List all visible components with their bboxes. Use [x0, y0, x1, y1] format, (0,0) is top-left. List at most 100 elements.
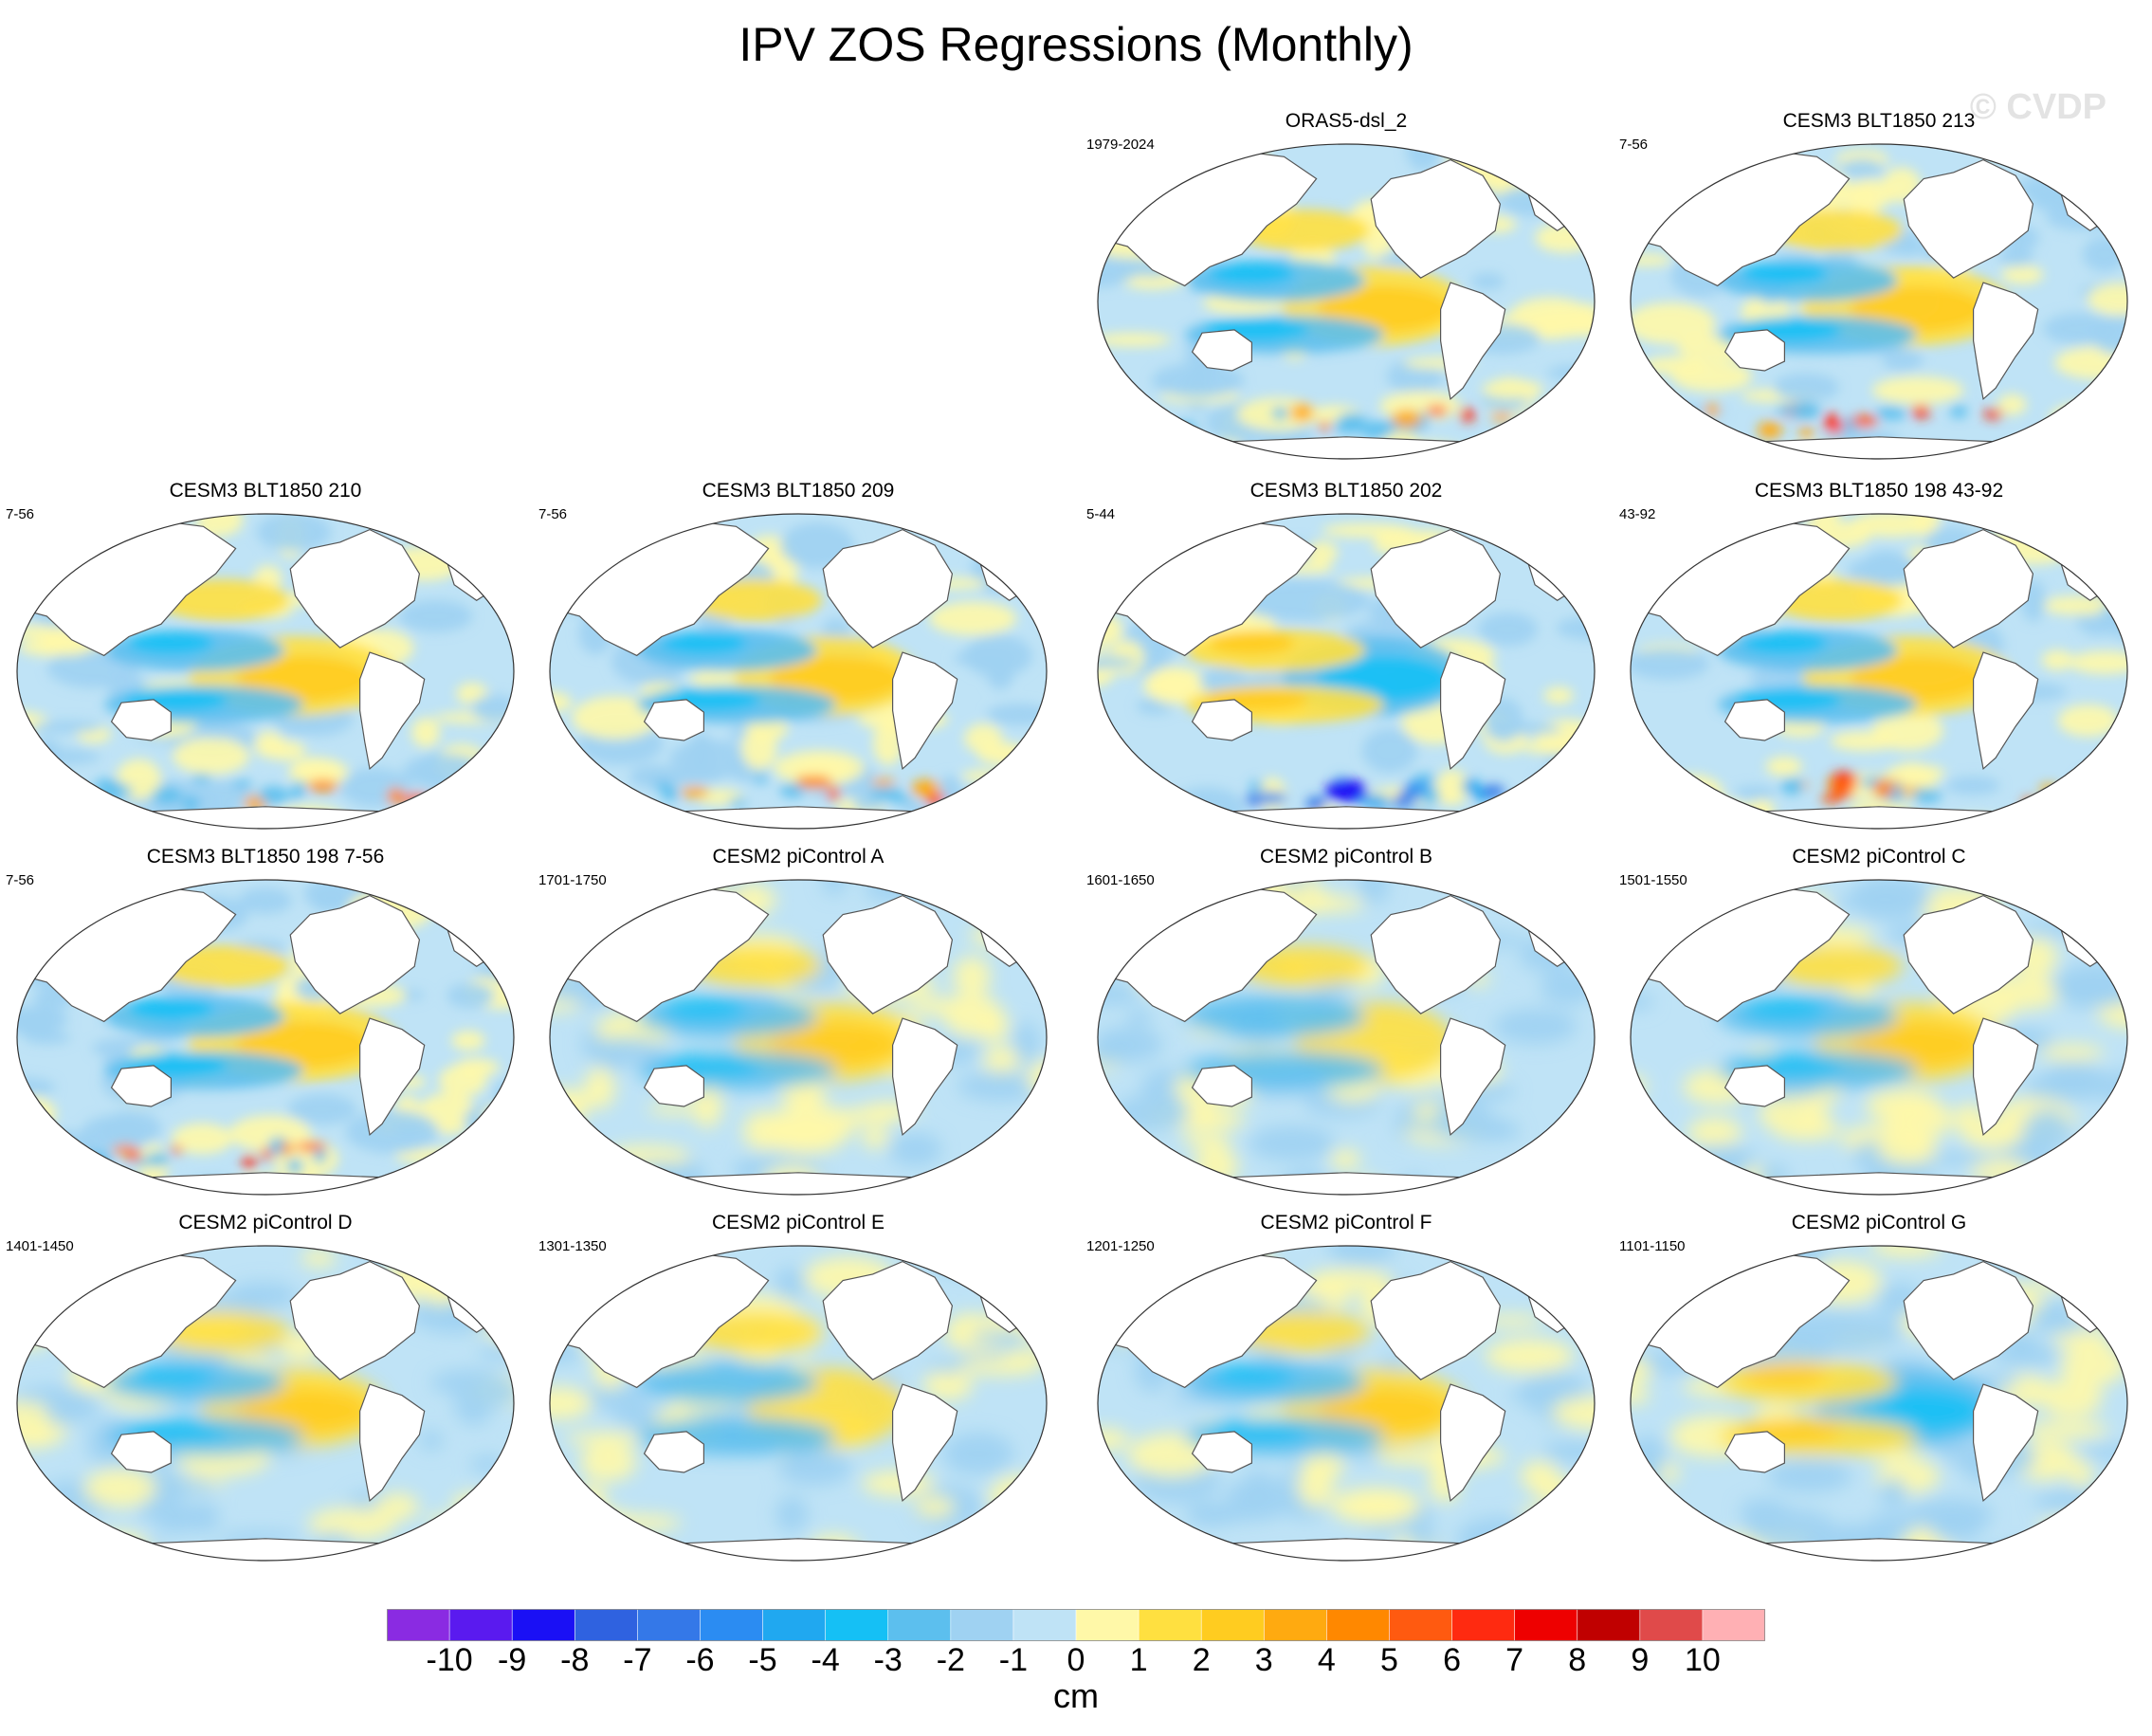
- colorbar-tick-label: 10: [1684, 1642, 1721, 1678]
- panel-title: CESM2 piControl F: [1260, 1212, 1432, 1233]
- land-americasS: [1440, 1383, 1506, 1503]
- ocean-field: [550, 880, 1047, 1195]
- land-americasS: [1973, 282, 2039, 401]
- panel-years: 7-56: [6, 506, 35, 522]
- map-panel: CESM2 piControl B 1601-1650: [1081, 846, 1612, 1206]
- land-americasN: [289, 528, 421, 649]
- land-americasS: [1440, 1017, 1506, 1137]
- land-australia: [1723, 1431, 1785, 1473]
- panel-years: 1201-1250: [1086, 1238, 1155, 1254]
- panel-title: CESM2 piControl D: [178, 1212, 353, 1233]
- colorbar-tick-label: 2: [1192, 1642, 1211, 1678]
- land-australia: [1723, 329, 1785, 372]
- panel-title: CESM2 piControl E: [711, 1212, 885, 1233]
- panel-years: 1101-1150: [1619, 1238, 1686, 1254]
- ocean-field: [1098, 144, 1595, 459]
- land-americasN: [289, 894, 421, 1014]
- ocean-field: [17, 514, 514, 829]
- colorbar-box: [700, 1609, 764, 1641]
- land-americasS: [359, 1383, 426, 1503]
- land-australia: [110, 699, 172, 741]
- map-border: [16, 1245, 515, 1562]
- colorbar-box: [1138, 1609, 1202, 1641]
- map-panel: CESM3 BLT1850 210 7-56: [0, 480, 531, 840]
- colorbar-box: [1012, 1609, 1077, 1641]
- land-australia: [1191, 699, 1252, 741]
- land-americasS: [892, 1383, 958, 1503]
- map-border: [16, 513, 515, 830]
- panel-title: CESM3 BLT1850 198 43-92: [1754, 480, 2004, 502]
- colorbar-tick-label: -1: [998, 1642, 1029, 1678]
- robinson-map: [1630, 513, 2128, 830]
- colorbar-box: [574, 1609, 639, 1641]
- colorbar-box: [1514, 1609, 1578, 1641]
- continents: [550, 1248, 1047, 1561]
- robinson-map: [16, 513, 515, 830]
- panel-years: 7-56: [6, 872, 35, 888]
- colorbar-tick-label: 9: [1631, 1642, 1650, 1678]
- land-americasN: [822, 894, 954, 1014]
- ocean-field: [550, 514, 1047, 829]
- colorbar-tick-label: -3: [873, 1642, 903, 1678]
- map-border: [1630, 879, 2128, 1196]
- panel-title: ORAS5-dsl_2: [1285, 110, 1408, 132]
- colorbar: [387, 1609, 1765, 1641]
- map-panel: CESM2 piControl A 1701-1750: [533, 846, 1064, 1206]
- land-americasN: [1370, 158, 1502, 279]
- map-panel: CESM2 piControl C 1501-1550: [1614, 846, 2144, 1206]
- ocean-field: [1098, 880, 1595, 1195]
- land-americasN: [289, 1260, 421, 1380]
- robinson-map: [1097, 879, 1596, 1196]
- colorbar-box: [637, 1609, 702, 1641]
- panel-years: 7-56: [1619, 137, 1649, 153]
- panel-title: CESM3 BLT1850 202: [1249, 480, 1443, 502]
- panel-title: CESM3 BLT1850 210: [169, 480, 362, 502]
- land-australia: [1191, 1431, 1252, 1473]
- map-border: [549, 1245, 1048, 1562]
- colorbar-tick-label: -5: [748, 1642, 777, 1678]
- map-border: [1097, 513, 1596, 830]
- map-border: [1630, 143, 2128, 460]
- map-border: [549, 513, 1048, 830]
- map-border: [1630, 513, 2128, 830]
- robinson-map: [549, 1245, 1048, 1562]
- panel-years: 5-44: [1086, 506, 1116, 522]
- panel-title: CESM2 piControl B: [1259, 846, 1433, 868]
- map-border: [16, 879, 515, 1196]
- colorbar-box: [1200, 1609, 1266, 1641]
- land-americasS: [359, 651, 426, 771]
- colorbar-tick-label: 4: [1317, 1642, 1336, 1678]
- colorbar-box: [1577, 1609, 1641, 1641]
- land-americasS: [1440, 651, 1506, 771]
- land-americasS: [1973, 651, 2039, 771]
- colorbar-tick-label: 6: [1443, 1642, 1461, 1678]
- panel-years: 1501-1550: [1619, 872, 1687, 888]
- land-americasS: [1973, 1017, 2039, 1137]
- robinson-map: [16, 879, 515, 1196]
- panel-years: 43-92: [1619, 506, 1656, 522]
- robinson-map: [1630, 143, 2128, 460]
- land-americasN: [1370, 528, 1502, 649]
- map-border: [1097, 143, 1596, 460]
- panel-years: 1401-1450: [6, 1238, 74, 1254]
- map-panel: ORAS5-dsl_2 1979-2024: [1081, 110, 1612, 470]
- land-americasS: [359, 1017, 426, 1137]
- colorbar-box: [1075, 1609, 1140, 1641]
- colorbar-tick-label: -8: [560, 1642, 590, 1678]
- panel-title: CESM2 piControl A: [712, 846, 885, 868]
- figure-title: IPV ZOS Regressions (Monthly): [739, 18, 1413, 71]
- map-border: [1630, 1245, 2128, 1562]
- ocean-field: [550, 1246, 1047, 1561]
- land-americasS: [892, 651, 958, 771]
- colorbar-box: [1263, 1609, 1328, 1641]
- colorbar-box: [1326, 1609, 1391, 1641]
- land-australia: [643, 1431, 704, 1473]
- colorbar-tick-label: 3: [1254, 1642, 1273, 1678]
- colorbar-box: [762, 1609, 827, 1641]
- land-americasN: [822, 1260, 954, 1380]
- colorbar-tick-label: -9: [498, 1642, 527, 1678]
- panel-title: CESM2 piControl C: [1792, 846, 1966, 868]
- land-americasS: [892, 1017, 958, 1137]
- colorbar-tick-label: 0: [1067, 1642, 1085, 1678]
- land-americasN: [822, 528, 954, 649]
